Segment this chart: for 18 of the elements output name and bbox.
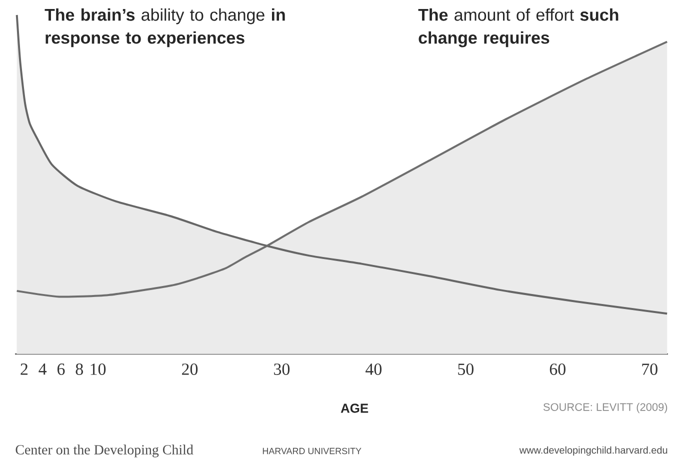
text: Center on the Developing Child: [16, 444, 194, 458]
x-tick-label: 50: [458, 364, 474, 375]
source-note: SOURCE: LEVITT (2009): [543, 402, 668, 414]
x-tick-label: 10: [90, 364, 106, 375]
x-tick-label: 40: [366, 364, 382, 375]
text: www.developingchild.harvard.edu: [519, 446, 668, 456]
x-tick-label: 30: [274, 364, 290, 375]
x-tick-label: 60: [550, 364, 566, 375]
text: The amount of effort such change requires: [418, 8, 618, 48]
x-tick-label: 8: [76, 364, 83, 375]
x-tick-label: 70: [642, 364, 658, 375]
text: The brain’s ability to change in response to experiences: [44, 8, 285, 48]
x-tick-label: 4: [38, 364, 47, 375]
x-axis-title: AGE: [340, 404, 368, 413]
text: HARVARD UNIVERSITY: [262, 448, 362, 454]
x-tick-label: 6: [57, 364, 65, 375]
x-tick-label: 20: [182, 364, 198, 375]
x-tick-label: 2: [20, 364, 28, 375]
